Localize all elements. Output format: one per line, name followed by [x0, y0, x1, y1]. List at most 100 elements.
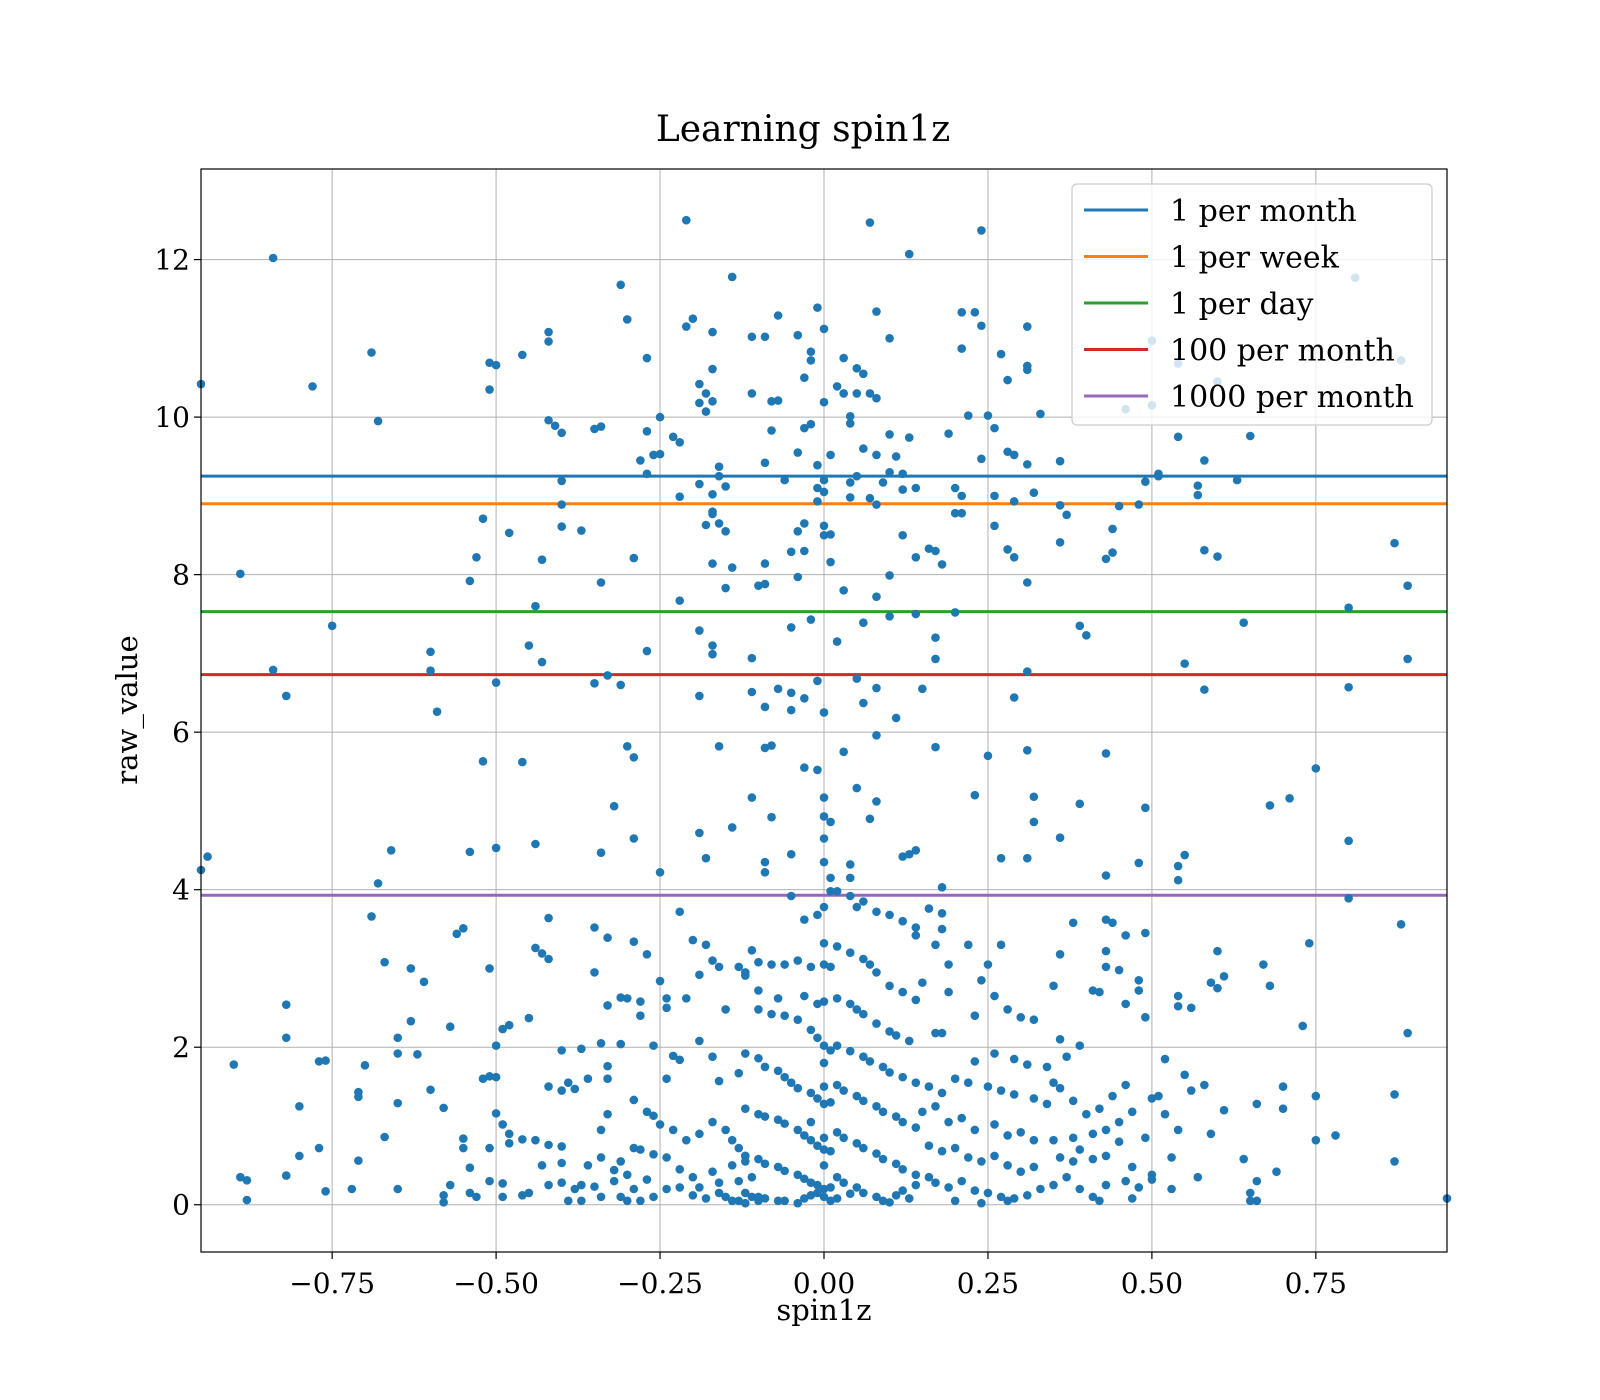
- data-point: [983, 960, 993, 969]
- data-point: [531, 839, 540, 849]
- data-point: [688, 1172, 698, 1182]
- data-point: [793, 330, 803, 340]
- data-point: [977, 454, 986, 464]
- data-point: [990, 491, 999, 501]
- data-point: [695, 691, 704, 701]
- data-point: [872, 731, 881, 740]
- data-point: [950, 1196, 960, 1206]
- data-point: [832, 994, 842, 1003]
- data-point: [780, 1119, 789, 1128]
- data-point: [636, 997, 645, 1006]
- data-point: [806, 1178, 816, 1187]
- data-point: [557, 428, 566, 438]
- data-point: [531, 601, 540, 611]
- data-point: [786, 547, 796, 557]
- data-point: [1200, 456, 1209, 465]
- data-point: [642, 949, 652, 959]
- data-point: [1259, 960, 1268, 969]
- data-point: [852, 1005, 862, 1014]
- data-point: [1029, 1094, 1039, 1103]
- data-point: [1029, 817, 1039, 827]
- data-point: [629, 553, 639, 563]
- data-point: [524, 1013, 534, 1023]
- data-point: [1003, 447, 1012, 457]
- data-point: [622, 315, 632, 324]
- data-point: [950, 1143, 960, 1153]
- data-point: [944, 960, 953, 969]
- data-point: [557, 476, 566, 486]
- data-point: [741, 968, 750, 977]
- data-point: [491, 1109, 501, 1118]
- data-point: [786, 849, 796, 859]
- data-point: [970, 790, 980, 800]
- data-point: [1009, 693, 1019, 702]
- data-point: [1239, 618, 1249, 627]
- data-point: [681, 215, 691, 225]
- data-point: [898, 485, 907, 494]
- data-point: [1075, 799, 1085, 809]
- data-point: [780, 1011, 789, 1021]
- data-point: [950, 608, 960, 617]
- data-point: [1331, 1131, 1340, 1140]
- data-point: [885, 1027, 894, 1036]
- data-point: [767, 397, 776, 406]
- data-point: [1344, 682, 1353, 692]
- data-point: [1311, 1135, 1321, 1145]
- data-point: [721, 1125, 730, 1135]
- data-point: [1193, 1172, 1203, 1182]
- y-tick-label: 0: [172, 1189, 190, 1222]
- legend-label: 1 per week: [1170, 241, 1340, 276]
- data-point: [1009, 450, 1019, 460]
- data-point: [596, 422, 606, 431]
- data-point: [911, 553, 921, 562]
- data-point: [642, 646, 652, 656]
- data-point: [596, 578, 606, 587]
- data-point: [1134, 858, 1144, 868]
- data-point: [485, 964, 494, 973]
- data-point: [1049, 981, 1058, 991]
- data-point: [485, 1143, 494, 1153]
- data-point: [754, 1154, 763, 1164]
- data-point: [1285, 794, 1294, 803]
- data-point: [845, 948, 855, 957]
- data-point: [832, 382, 842, 391]
- data-point: [819, 857, 829, 867]
- data-point: [911, 923, 921, 932]
- data-point: [616, 680, 626, 690]
- y-tick-label: 12: [154, 244, 190, 277]
- data-point: [904, 1036, 914, 1046]
- data-point: [806, 419, 816, 429]
- data-point: [806, 1135, 816, 1145]
- x-tick-label: −0.75: [289, 1267, 375, 1300]
- data-point: [813, 1180, 822, 1190]
- data-point: [806, 1025, 816, 1035]
- data-point: [596, 848, 606, 857]
- data-point: [760, 332, 770, 342]
- data-point: [550, 421, 560, 431]
- legend-label: 1 per month: [1170, 194, 1357, 229]
- data-point: [852, 783, 862, 793]
- data-point: [1075, 621, 1085, 631]
- data-point: [491, 1041, 501, 1050]
- data-point: [839, 747, 848, 757]
- data-point: [229, 1060, 239, 1069]
- data-point: [236, 569, 245, 579]
- data-point: [878, 1154, 888, 1164]
- data-point: [800, 373, 809, 383]
- data-point: [1219, 972, 1229, 981]
- data-point: [1121, 931, 1130, 940]
- data-point: [544, 337, 553, 346]
- data-point: [524, 1188, 534, 1198]
- data-point: [996, 853, 1006, 863]
- data-point: [793, 956, 803, 965]
- data-point: [970, 1011, 980, 1021]
- data-point: [931, 1178, 940, 1187]
- data-point: [629, 1143, 639, 1153]
- data-point: [760, 857, 770, 867]
- data-point: [852, 363, 862, 373]
- data-point: [1068, 1096, 1078, 1106]
- data-point: [891, 1112, 901, 1121]
- data-point: [1022, 578, 1032, 587]
- data-point: [990, 521, 999, 531]
- data-point: [1213, 946, 1222, 956]
